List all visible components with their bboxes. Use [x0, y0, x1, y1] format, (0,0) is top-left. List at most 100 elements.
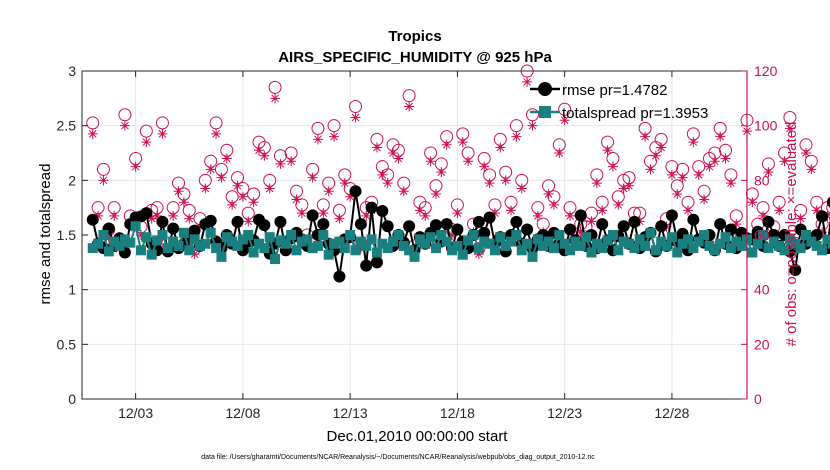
obs-evaluated-point	[683, 205, 694, 216]
totalspread-point	[355, 236, 366, 247]
chart-title: Tropics	[388, 28, 441, 45]
totalspread-point	[178, 227, 189, 238]
obs-evaluated-point	[618, 183, 629, 194]
totalspread-point	[409, 251, 420, 262]
rmse-point	[762, 215, 775, 228]
obs-evaluated-point	[747, 197, 758, 208]
y-tick-label-left: 0	[68, 391, 76, 407]
totalspread-point	[275, 235, 286, 246]
totalspread-point	[693, 236, 704, 247]
obs-evaluated-point	[597, 205, 608, 216]
totalspread-point	[661, 240, 672, 251]
totalspread-point	[607, 230, 618, 240]
totalspread-point	[784, 234, 795, 245]
data-layer	[86, 64, 830, 283]
totalspread-point	[307, 243, 318, 254]
totalspread-point	[393, 230, 404, 240]
totalspread-point	[194, 240, 205, 251]
rmse-point	[381, 220, 394, 233]
obs-evaluated-point	[624, 180, 635, 191]
obs-evaluated-point	[554, 148, 565, 158]
obs-evaluated-point	[693, 169, 704, 180]
totalspread-point	[345, 230, 356, 240]
obs-evaluated-point	[666, 169, 677, 180]
rmse-point	[521, 223, 534, 236]
obs-evaluated-point	[178, 197, 189, 208]
obs-evaluated-point	[511, 131, 522, 142]
obs-evaluated-point	[784, 123, 795, 134]
totalspread-point	[430, 243, 441, 254]
obs-evaluated-point	[152, 210, 163, 221]
totalspread-point	[704, 240, 715, 251]
totalspread-point	[184, 245, 195, 256]
rmse-point	[628, 215, 641, 228]
rmse-point	[451, 223, 464, 236]
axes: 12/03 12/08 12/13 12/18 12/23 12/28 0 0.5 1 1.5 2 2…	[57, 63, 778, 421]
totalspread-point	[371, 247, 382, 258]
totalspread-point	[758, 230, 769, 240]
totalspread-point	[457, 249, 468, 260]
totalspread-point	[157, 230, 168, 240]
obs-evaluated-point	[141, 137, 152, 148]
obs-evaluated-point	[393, 153, 404, 164]
totalspread-point	[554, 230, 565, 240]
obs-evaluated-point	[371, 142, 382, 153]
obs-evaluated-point	[130, 161, 141, 172]
rmse-point	[156, 215, 169, 228]
totalspread-point	[146, 249, 157, 260]
obs-evaluated-point	[216, 172, 227, 183]
rmse-point	[204, 214, 217, 227]
obs-evaluated-point	[237, 191, 248, 202]
totalspread-point	[575, 240, 586, 251]
rmse-point	[403, 220, 416, 233]
obs-evaluated-point	[312, 134, 323, 145]
totalspread-point	[329, 238, 340, 249]
obs-evaluated-point	[168, 210, 179, 221]
obs-evaluated-point	[173, 186, 184, 197]
y-tick-label-left: 2.5	[57, 118, 77, 134]
totalspread-point	[312, 240, 323, 251]
y-axis-label-left: rmse and totalspread	[37, 164, 54, 305]
obs-evaluated-point	[715, 131, 726, 142]
totalspread-point	[479, 236, 490, 247]
obs-evaluated-point	[586, 216, 597, 227]
obs-evaluated-point	[184, 213, 195, 224]
rmse-point	[429, 219, 442, 232]
rmse-point	[655, 220, 668, 233]
obs-evaluated-point	[774, 205, 785, 216]
obs-evaluated-point	[243, 216, 254, 227]
totalspread-point	[366, 234, 377, 245]
rmse-point	[231, 215, 244, 228]
totalspread-point	[473, 243, 484, 254]
totalspread-point	[280, 238, 291, 249]
x-tick-label: 12/03	[118, 405, 153, 421]
obs-evaluated-point	[296, 208, 307, 219]
obs-evaluated-point	[806, 164, 817, 175]
obs-evaluated-point	[489, 208, 500, 219]
totalspread-point	[768, 236, 779, 247]
obs-evaluated-point	[103, 232, 114, 243]
totalspread-point	[699, 230, 710, 240]
rmse-point	[789, 263, 802, 276]
obs-evaluated-point	[135, 230, 146, 240]
rmse-point	[440, 218, 453, 231]
totalspread-point	[602, 235, 613, 246]
rmse-point	[483, 211, 496, 224]
totalspread-point	[296, 236, 307, 247]
obs-evaluated-point	[758, 210, 769, 221]
totalspread-point	[484, 238, 495, 249]
obs-evaluated-point	[656, 142, 667, 153]
rmse-point	[370, 256, 383, 269]
rmse-point	[86, 213, 99, 226]
totalspread-point	[98, 230, 109, 240]
totalspread-point	[795, 243, 806, 254]
totalspread-point	[87, 243, 98, 254]
totalspread-point	[715, 238, 726, 249]
totalspread-point	[264, 232, 275, 243]
totalspread-point	[511, 230, 522, 240]
rmse-point	[826, 196, 830, 208]
totalspread-point	[489, 245, 500, 256]
obs-evaluated-point	[602, 145, 613, 156]
obs-evaluated-point	[548, 199, 559, 210]
